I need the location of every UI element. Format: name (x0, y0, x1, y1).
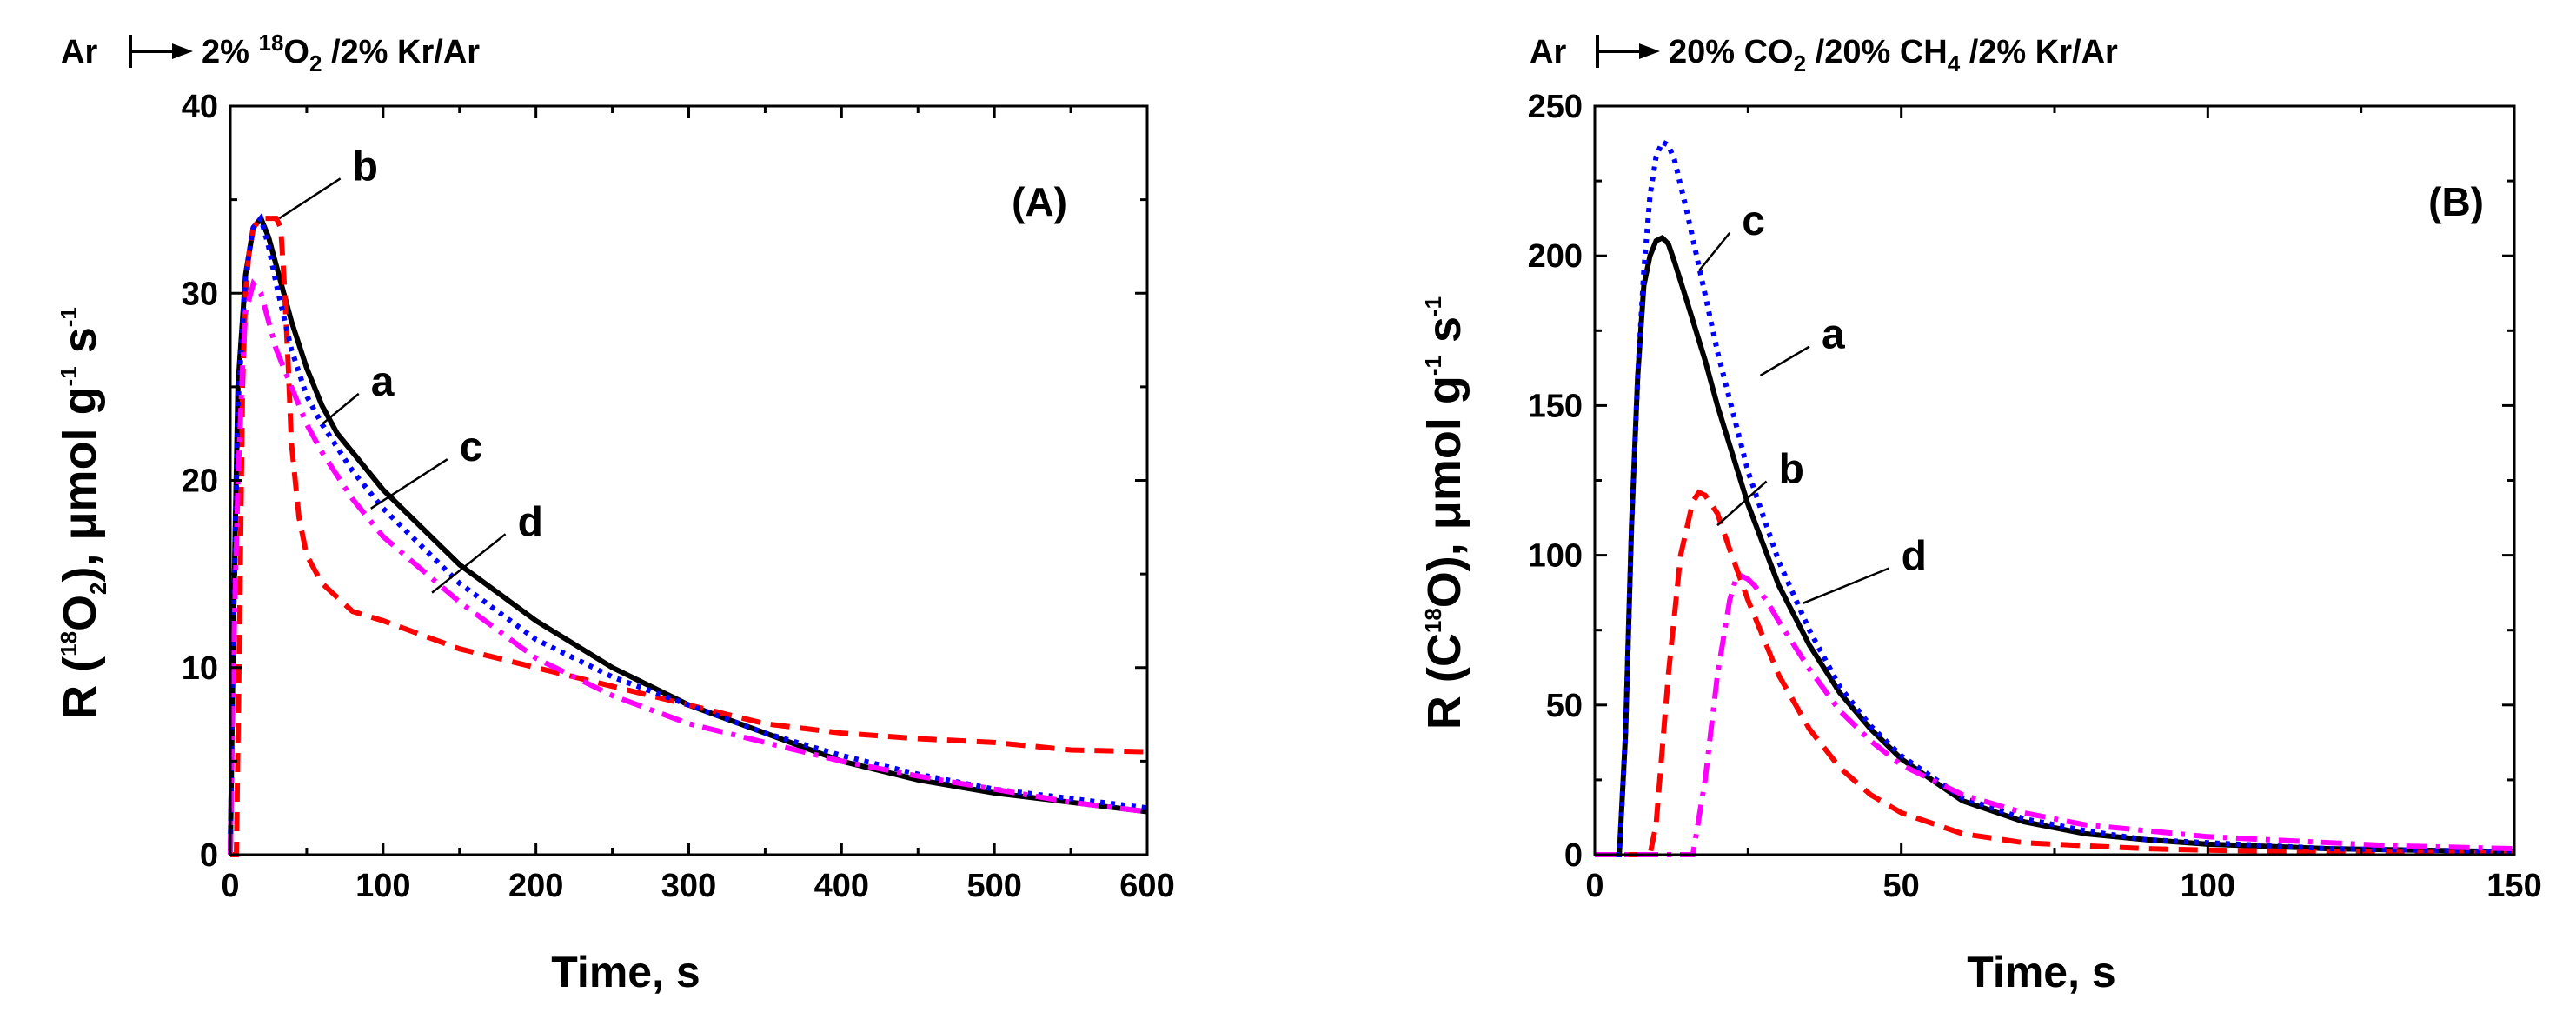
x-tick-label: 0 (221, 868, 239, 904)
header-gas-from: Ar (61, 34, 97, 70)
x-tick-label: 200 (508, 868, 563, 904)
y-tick-label: 150 (1528, 388, 1583, 424)
x-tick-label: 0 (1585, 868, 1603, 904)
curve-label-d: d (1902, 533, 1927, 579)
curve-label-b: b (353, 143, 378, 190)
curve-label-leader (431, 533, 507, 594)
x-axis-label-a: Time, s (551, 948, 700, 996)
panel-label-a: (A) (1012, 179, 1067, 224)
series-line-a (1595, 234, 2515, 857)
x-axis-label-b: Time, s (1967, 948, 2115, 996)
y-tick-label: 10 (182, 650, 218, 687)
plot-frame (1593, 104, 2516, 856)
series-line-b (230, 216, 1148, 857)
y-tick-label: 250 (1528, 89, 1583, 125)
series-line-d (1595, 573, 2515, 857)
x-tick-label: 600 (1119, 868, 1174, 904)
header-a: Ar 2% 18O2 /2% Kr/Ar (61, 30, 480, 77)
header-gas-to: 2% 18O2 /2% Kr/Ar (202, 30, 480, 77)
series-line-a (228, 213, 1148, 856)
x-tick-label: 500 (966, 868, 1021, 904)
series-line-b (1595, 489, 2515, 857)
x-tick-label: 300 (661, 868, 716, 904)
y-tick-label: 50 (1546, 688, 1583, 724)
curve-label-c: c (1742, 198, 1765, 244)
x-tick-label: 50 (1883, 868, 1920, 904)
x-tick-label: 400 (814, 868, 869, 904)
y-axis-label-b: R (C18O), μmol g-1 s-1 (1418, 296, 1471, 730)
y-tick-label: 200 (1528, 238, 1583, 275)
y-axis-label-a: R (18O2), μmol g-1 s-1 (54, 307, 111, 719)
curve-label-b: b (1779, 447, 1804, 493)
series-line-c (1595, 138, 2515, 857)
chart-panel-a: Ar 2% 18O2 /2% Kr/Ar (A) Time, s R (18O2… (54, 30, 1175, 996)
chart-panel-b: Ar 20% CO2 /20% CH4 /2% Kr/Ar (B) Time, … (1418, 34, 2542, 996)
series-line-c (228, 212, 1148, 856)
y-tick-label: 30 (182, 276, 218, 312)
header-b: Ar 20% CO2 /20% CH4 /2% Kr/Ar (1530, 34, 2118, 77)
curve-label-leader (321, 392, 360, 425)
curve-label-leader (278, 177, 342, 220)
curve-label-leader (1803, 567, 1890, 604)
x-tick-label: 100 (2181, 868, 2235, 904)
curve-label-leader (370, 458, 448, 510)
curve-label-leader (1759, 345, 1810, 377)
x-tick-label: 100 (355, 868, 410, 904)
y-tick-label: 100 (1528, 538, 1583, 575)
curve-label-leader (1697, 231, 1731, 272)
series-line-d (228, 278, 1148, 856)
curve-label-d: d (518, 499, 543, 545)
y-tick-label: 40 (182, 89, 218, 125)
curve-label-leader (1716, 480, 1768, 527)
header-gas-to: 20% CO2 /20% CH4 /2% Kr/Ar (1669, 34, 2118, 77)
curve-label-a: a (371, 359, 395, 405)
y-tick-label: 0 (1564, 837, 1583, 874)
header-gas-from: Ar (1530, 34, 1566, 70)
curve-label-a: a (1822, 312, 1845, 358)
y-tick-label: 20 (182, 463, 218, 500)
y-tick-label: 0 (200, 837, 218, 874)
x-tick-label: 150 (2486, 868, 2541, 904)
curve-label-c: c (460, 424, 483, 470)
panel-label-b: (B) (2428, 179, 2484, 224)
